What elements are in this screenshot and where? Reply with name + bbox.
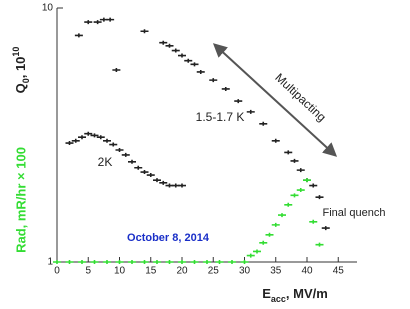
y-label-part: , 10	[13, 57, 28, 79]
data-point	[253, 249, 261, 254]
x-tick-label: 20	[176, 266, 188, 277]
data-point	[140, 29, 149, 34]
data-point	[246, 109, 255, 114]
data-point	[112, 68, 121, 73]
data-point	[96, 135, 105, 140]
data-point	[321, 226, 330, 231]
annotation: 1.5-1.7 K	[196, 110, 245, 124]
data-point	[265, 232, 274, 237]
data-point	[146, 173, 155, 178]
data-point	[178, 53, 186, 58]
y-label-part: Q	[13, 83, 28, 93]
data-point	[134, 165, 143, 170]
data-point	[140, 260, 149, 264]
data-point	[165, 43, 174, 48]
x-label-part: , MV/m	[286, 286, 328, 301]
data-point	[178, 260, 186, 264]
data-point	[128, 159, 136, 164]
data-point	[121, 152, 130, 157]
x-tick-label: 30	[239, 266, 251, 277]
data-point	[115, 260, 124, 264]
data-point	[159, 180, 168, 185]
y-tick-label: 10	[42, 3, 54, 14]
data-point	[221, 86, 230, 91]
data-point	[74, 33, 83, 38]
data-point	[65, 260, 74, 264]
data-point	[290, 158, 299, 163]
data-point	[103, 138, 111, 143]
data-point	[106, 17, 115, 22]
x-tick-label: 35	[270, 266, 282, 277]
x-tick-label: 15	[145, 266, 157, 277]
data-point	[271, 138, 280, 143]
data-point	[234, 99, 243, 104]
x-tick-label: 25	[208, 266, 220, 277]
data-point	[315, 195, 324, 200]
data-point	[296, 188, 305, 193]
x-label: Eacc, MV/m	[262, 286, 328, 304]
x-tick-label: 45	[333, 266, 345, 277]
data-point	[90, 133, 99, 138]
y-tick-label: 1	[47, 257, 53, 268]
arrow	[212, 43, 338, 157]
annotation: Multipacting	[272, 70, 328, 124]
data-point	[84, 20, 93, 25]
data-point	[184, 58, 193, 63]
data-point	[228, 260, 236, 264]
data-point	[171, 48, 180, 53]
data-point	[115, 148, 124, 153]
data-point	[190, 62, 199, 67]
y2-label: Rad, mR/hr × 100	[13, 147, 28, 253]
data-point	[153, 260, 161, 264]
data-point	[278, 213, 286, 218]
data-point	[303, 178, 311, 183]
data-point	[78, 260, 86, 264]
data-point	[153, 178, 161, 183]
x-tick-label: 10	[114, 266, 126, 277]
data-point	[65, 141, 74, 146]
data-point	[309, 219, 318, 224]
data-point	[215, 260, 224, 264]
data-point	[259, 240, 268, 245]
data-point	[309, 183, 318, 188]
y-label-part: 0	[21, 78, 31, 83]
data-point	[178, 183, 186, 188]
data-point	[159, 40, 168, 45]
x-tick-label: 0	[54, 266, 60, 277]
data-point	[209, 78, 218, 83]
annotation: October 8, 2014	[127, 232, 210, 244]
data-point	[90, 260, 99, 264]
annotation: 2K	[98, 155, 113, 169]
data-point	[290, 193, 299, 198]
data-point	[196, 69, 205, 74]
data-point	[165, 260, 174, 264]
x-label-part: acc	[271, 294, 286, 304]
data-point	[103, 260, 111, 264]
data-point	[109, 142, 118, 147]
x-tick-label: 5	[85, 266, 91, 277]
data-point	[259, 121, 268, 126]
data-point	[284, 202, 293, 207]
data-point	[71, 138, 80, 143]
data-point	[128, 260, 136, 264]
data-point	[84, 131, 93, 136]
data-point	[93, 20, 102, 25]
data-point	[315, 242, 324, 247]
data-point	[246, 253, 255, 258]
data-point	[240, 260, 249, 264]
data-point	[203, 260, 211, 264]
x-label-part: E	[262, 286, 271, 301]
data-point	[296, 168, 305, 173]
data-point	[140, 170, 149, 175]
data-point	[284, 150, 293, 155]
y-label: Q0, 1010	[11, 47, 31, 94]
y-label-part: 10	[11, 47, 21, 57]
data-point	[78, 135, 86, 140]
annotation: Final quench	[323, 207, 386, 219]
data-point	[271, 222, 280, 227]
data-point	[190, 260, 199, 264]
x-tick-label: 40	[301, 266, 313, 277]
data-point	[53, 260, 61, 264]
